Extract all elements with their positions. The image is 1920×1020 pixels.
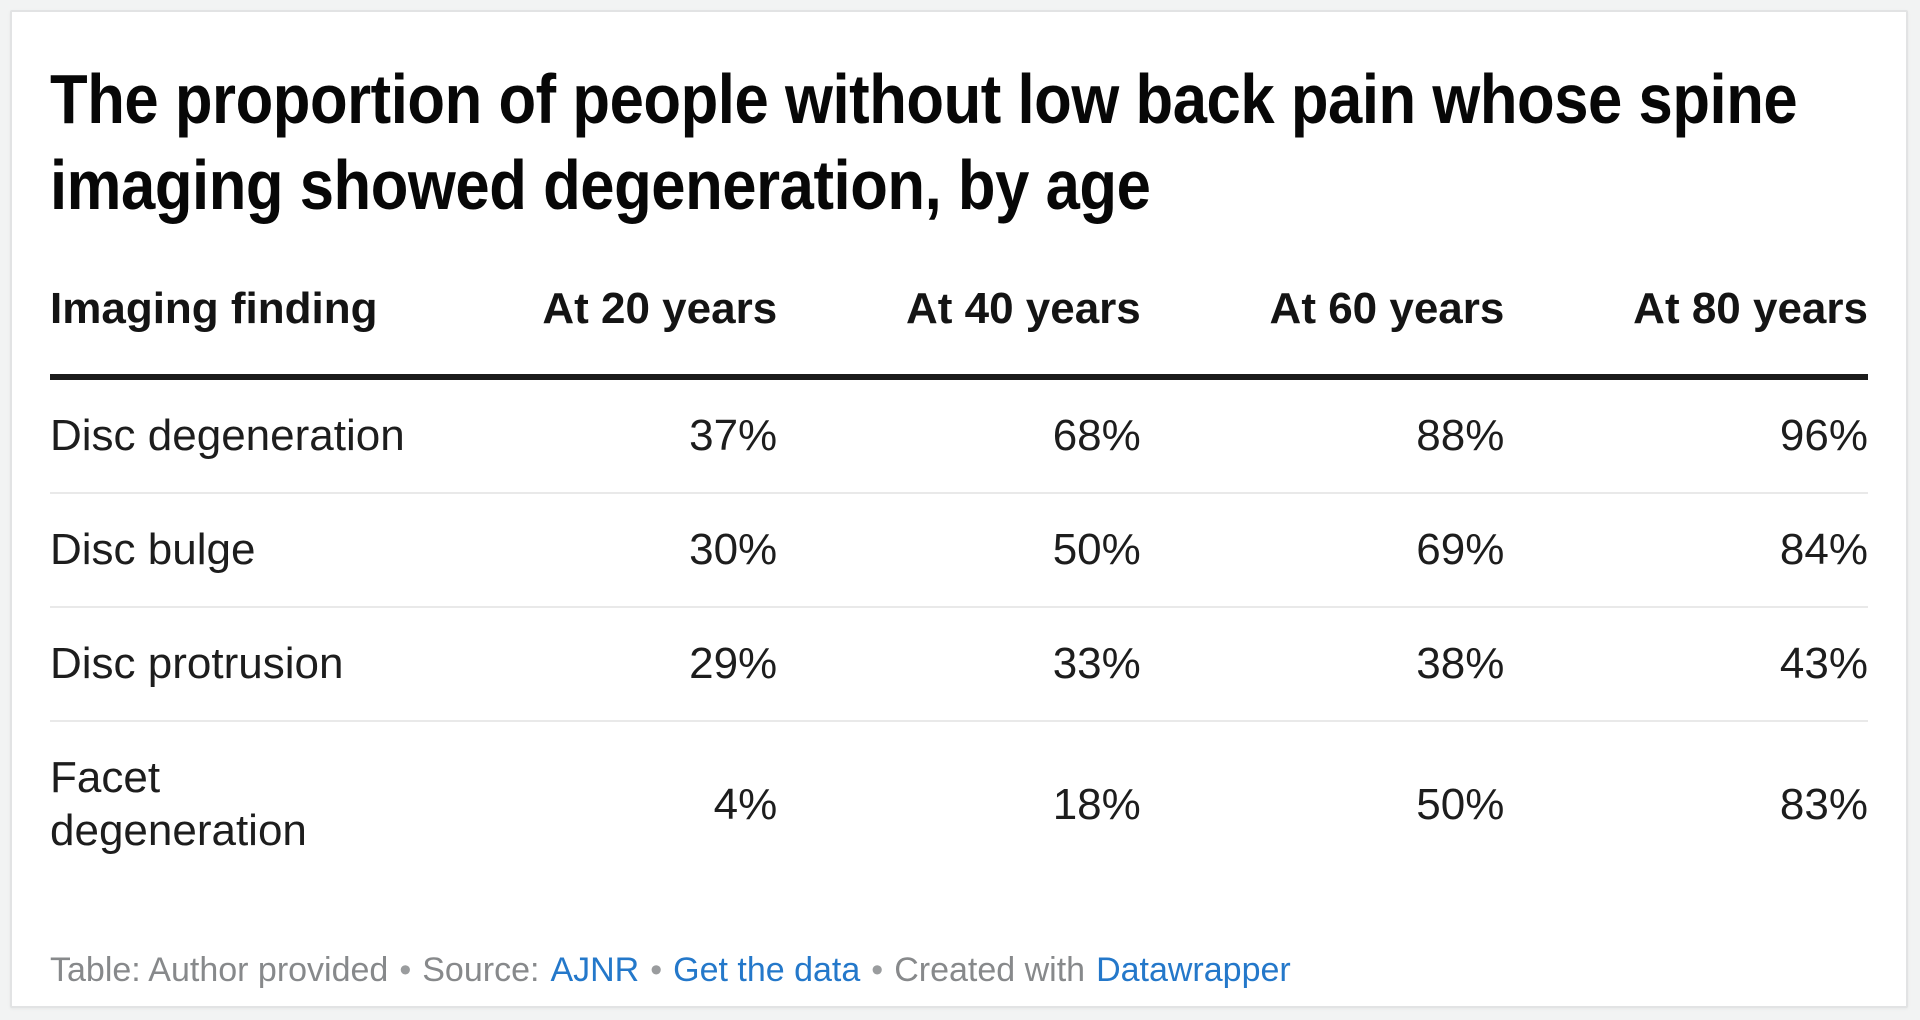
table-header: Imaging finding At 20 years At 40 years At … bbox=[50, 284, 1868, 377]
value-cell: 88% bbox=[1416, 411, 1505, 460]
value-cell: 68% bbox=[1052, 411, 1141, 460]
value-cell: 69% bbox=[1416, 525, 1505, 574]
row-label: Disc protrusion bbox=[50, 639, 344, 688]
row-label: Disc bulge bbox=[50, 525, 256, 574]
row-label: Facet degeneration bbox=[50, 753, 307, 855]
column-header-at-20-years: At 20 years bbox=[542, 284, 778, 333]
table-row: Disc protrusion 29% 33% 38% 43% bbox=[50, 607, 1868, 721]
value-cell: 38% bbox=[1416, 639, 1505, 688]
table-header-row: Imaging finding At 20 years At 40 years At … bbox=[50, 284, 1868, 377]
value-cell: 43% bbox=[1779, 639, 1868, 688]
chart-title-line: The proportion of people without low bac… bbox=[50, 60, 1798, 138]
datawrapper-table-card: The proportion of people without low bac… bbox=[10, 10, 1908, 1008]
value-cell: 83% bbox=[1779, 779, 1868, 829]
table-credit-text: Table: Author provided bbox=[50, 951, 389, 989]
table-row: Disc degeneration 37% 68% 88% 96% bbox=[50, 377, 1868, 493]
value-cell: 33% bbox=[1052, 639, 1141, 688]
bullet-separator: • bbox=[871, 951, 884, 989]
table-row: Disc bulge 30% 50% 69% 84% bbox=[50, 493, 1868, 607]
created-with-label: Created with bbox=[894, 951, 1086, 989]
value-cell: 30% bbox=[689, 525, 778, 574]
value-cell: 18% bbox=[1052, 779, 1141, 829]
get-data-link[interactable]: Get the data bbox=[673, 951, 861, 989]
column-header-at-80-years: At 80 years bbox=[1633, 284, 1868, 333]
value-cell: 29% bbox=[689, 639, 778, 688]
source-label: Source: bbox=[422, 951, 540, 989]
value-cell: 50% bbox=[1416, 779, 1505, 829]
row-label: Disc degeneration bbox=[50, 411, 405, 460]
footer-attribution: Table: Author provided • Source: AJNR • … bbox=[50, 951, 1868, 990]
bullet-separator: • bbox=[650, 951, 663, 989]
table-row: Facet degeneration 4% 18% 50% 83% bbox=[50, 721, 1868, 887]
datawrapper-link[interactable]: Datawrapper bbox=[1096, 951, 1291, 989]
column-header-imaging-finding: Imaging finding bbox=[50, 284, 378, 333]
findings-table: Imaging finding At 20 years At 40 years At … bbox=[50, 284, 1868, 887]
value-cell: 50% bbox=[1052, 525, 1141, 574]
value-cell: 84% bbox=[1779, 525, 1868, 574]
column-header-at-40-years: At 40 years bbox=[905, 284, 1141, 333]
chart-title: The proportion of people without low bac… bbox=[50, 56, 1868, 228]
value-cell: 37% bbox=[689, 411, 778, 460]
column-header-at-60-years: At 60 years bbox=[1269, 284, 1505, 333]
chart-title-line: imaging showed degeneration, by age bbox=[50, 146, 1151, 224]
value-cell: 4% bbox=[713, 779, 778, 829]
bullet-separator: • bbox=[399, 951, 412, 989]
source-link[interactable]: AJNR bbox=[550, 951, 640, 989]
value-cell: 96% bbox=[1779, 411, 1868, 460]
